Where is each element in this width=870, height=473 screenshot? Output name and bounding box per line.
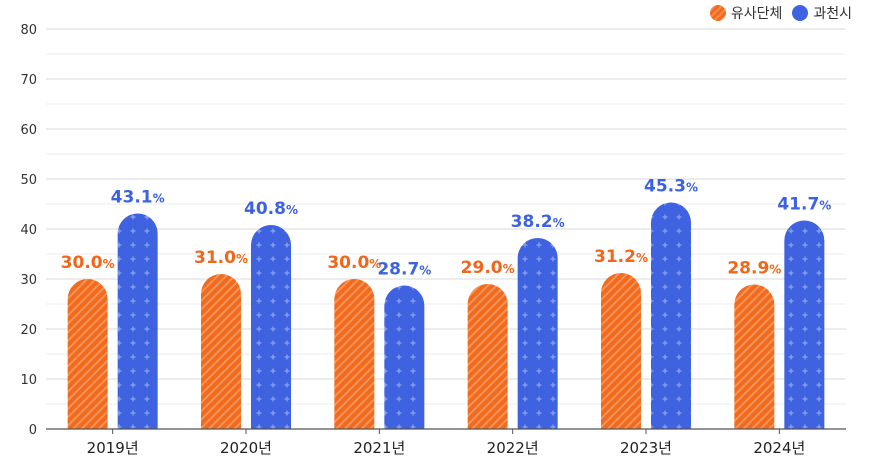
bar-series-2[interactable] xyxy=(651,202,691,430)
bar-series-2[interactable] xyxy=(384,285,425,430)
bar-series-2[interactable] xyxy=(517,238,558,429)
y-tick-label: 60 xyxy=(20,123,37,138)
x-tick-label: 2020년 xyxy=(220,439,272,457)
x-tick-label: 2019년 xyxy=(87,439,139,457)
y-axis: 0 10 20 30 40 50 60 70 80 xyxy=(20,23,37,438)
y-tick-label: 70 xyxy=(20,73,37,88)
bar-series-1[interactable] xyxy=(601,273,641,429)
bar-series-1[interactable] xyxy=(201,274,241,429)
y-tick-label: 80 xyxy=(20,23,37,38)
legend-label-series-2: 과천시 xyxy=(813,6,852,22)
value-label: 31.2% xyxy=(594,247,648,267)
legend-label-series-1: 유사단체 xyxy=(730,6,783,22)
value-label: 30.0% xyxy=(327,253,381,273)
value-label: 28.9% xyxy=(727,259,781,279)
bars xyxy=(67,202,825,430)
value-label: 40.8% xyxy=(244,199,298,219)
y-tick-label: 40 xyxy=(20,223,37,238)
bar-series-1[interactable] xyxy=(67,279,108,429)
x-axis: 2019년 2020년 2021년 2022년 2023년 2024년 xyxy=(46,428,846,457)
value-label: 28.7% xyxy=(377,260,431,280)
x-tick-label: 2023년 xyxy=(620,439,672,457)
x-tick-label: 2021년 xyxy=(353,439,405,457)
value-label: 43.1% xyxy=(111,188,165,208)
legend-item-series-1[interactable]: 유사단체 xyxy=(709,3,783,23)
value-label: 38.2% xyxy=(511,212,565,232)
y-tick-label: 10 xyxy=(20,373,37,388)
value-labels: 30.0%43.1%31.0%40.8%30.0%28.7% 29.0%38.2%… xyxy=(61,177,832,280)
value-label: 29.0% xyxy=(461,258,515,278)
legend-swatch-series-2 xyxy=(792,5,809,21)
y-tick-label: 0 xyxy=(29,423,37,438)
bar-series-1[interactable] xyxy=(467,284,508,429)
bar-series-1[interactable] xyxy=(334,279,375,429)
y-tick-label: 30 xyxy=(20,273,37,288)
value-label: 31.0% xyxy=(194,248,248,268)
grid xyxy=(46,28,846,430)
legend-item-series-2[interactable]: 과천시 xyxy=(792,3,852,23)
legend-swatch-series-1 xyxy=(709,5,726,21)
legend: 유사단체 과천시 xyxy=(709,3,852,23)
bar-series-2[interactable] xyxy=(251,225,291,429)
x-tick-label: 2022년 xyxy=(487,439,539,457)
value-label: 30.0% xyxy=(61,253,115,273)
bar-series-1[interactable] xyxy=(734,284,775,430)
bar-series-2[interactable] xyxy=(784,220,825,429)
bar-series-2[interactable] xyxy=(117,213,158,430)
y-tick-label: 20 xyxy=(20,323,37,338)
value-label: 41.7% xyxy=(777,195,831,215)
y-tick-label: 50 xyxy=(20,173,37,188)
value-label: 45.3% xyxy=(644,177,698,197)
x-tick-label: 2024년 xyxy=(753,439,805,457)
